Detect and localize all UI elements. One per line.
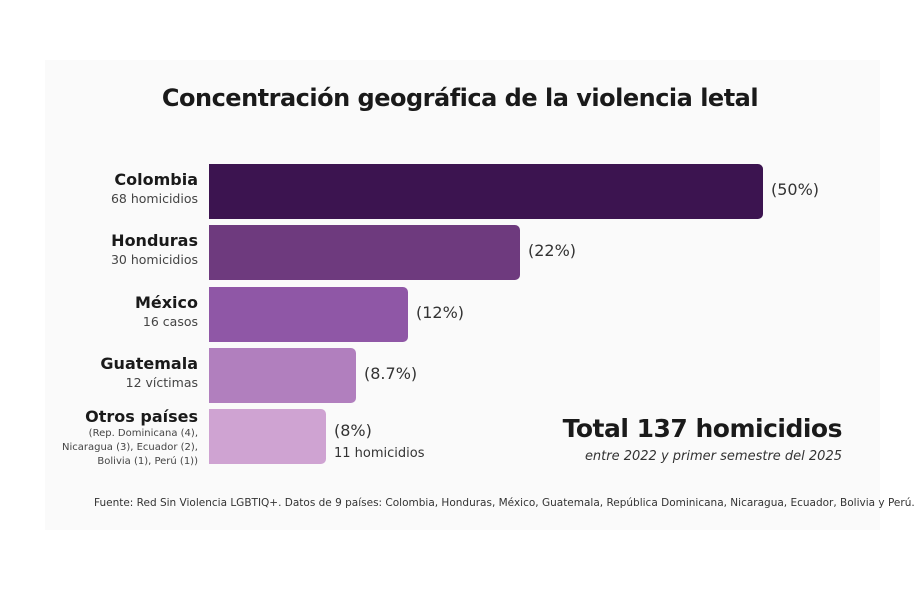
bar	[209, 225, 520, 280]
bar-row: Guatemala 12 víctimas (8.7%)	[0, 348, 920, 403]
bar	[209, 287, 408, 342]
category-sublabel: 30 homicidios	[110, 252, 198, 267]
category-sublabel: 12 víctimas	[125, 375, 198, 390]
bar	[209, 348, 356, 403]
category-label: Colombia 68 homicidios	[111, 170, 198, 208]
bar-row: México 16 casos (12%)	[0, 287, 920, 342]
category-label: México 16 casos	[135, 293, 198, 331]
category-name: Honduras	[111, 231, 198, 250]
category-label: Otros países (Rep. Dominicana (4), Nicara…	[62, 407, 198, 469]
percent-label: (50%)	[771, 180, 820, 199]
category-sublabel: (Rep. Dominicana (4), Nicaragua (3), Ecua…	[61, 428, 198, 467]
bar	[209, 164, 763, 219]
category-name: Colombia	[114, 170, 198, 189]
bar-row: Honduras 30 homicidios (22%)	[0, 225, 920, 280]
chart-title: Concentración geográfica de la violencia…	[161, 84, 759, 112]
percent-label: (8.7%)	[364, 364, 418, 383]
source-note: Fuente: Red Sin Violencia LGBTIQ+. Datos…	[94, 497, 915, 509]
percent-label: (8%)	[334, 421, 372, 440]
percent-label: (22%)	[528, 241, 577, 260]
category-name: Guatemala	[100, 354, 198, 373]
chart-panel	[45, 60, 880, 530]
bar-row: Colombia 68 homicidios (50%)	[0, 164, 920, 219]
category-sublabel: 16 casos	[142, 314, 198, 329]
category-name: Otros países	[85, 407, 198, 426]
total-label: Total 137 homicidios	[562, 414, 843, 443]
total-subtitle: entre 2022 y primer semestre del 2025	[584, 449, 842, 464]
category-label: Guatemala 12 víctimas	[100, 354, 198, 392]
category-sublabel: 68 homicidios	[110, 191, 198, 206]
bar-row: Otros países (Rep. Dominicana (4), Nicara…	[0, 407, 920, 467]
category-name: México	[134, 293, 198, 312]
category-label: Honduras 30 homicidios	[111, 231, 198, 269]
bar	[209, 409, 326, 464]
percent-label: (12%)	[416, 303, 465, 322]
count-label: 11 homicidios	[334, 446, 425, 461]
